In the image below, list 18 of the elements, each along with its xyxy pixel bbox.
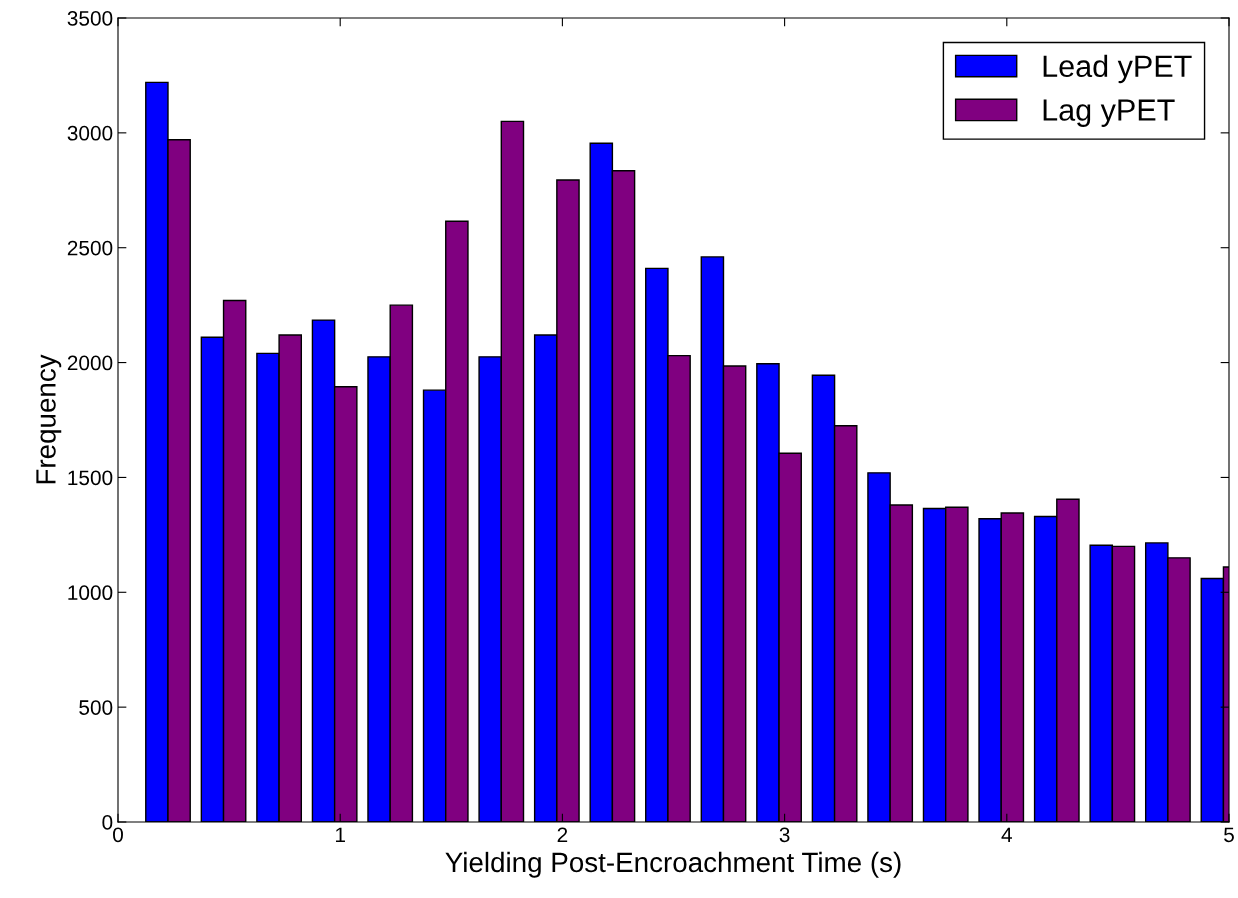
y-tick-label: 3000	[67, 125, 113, 141]
y-tick-label: 0	[102, 815, 113, 830]
legend-label: Lag yPET	[1043, 99, 1175, 127]
y-tick-label: 2500	[67, 240, 113, 256]
x-tick-label: 3	[779, 827, 790, 843]
x-tick-label: 2	[557, 827, 568, 842]
legend-label: Lead yPET	[1043, 54, 1192, 84]
y-tick-label: 500	[79, 700, 113, 715]
y-tick-label: 2000	[67, 355, 113, 371]
x-tick-label: 0	[113, 827, 123, 843]
y-axis-title: Frequency	[36, 354, 62, 484]
x-tick-label: 5	[1224, 827, 1234, 843]
y-tick-label: 3500	[67, 11, 113, 26]
y-tick-label: 1000	[68, 585, 113, 601]
x-axis-title: Yielding Post-Encroachment Time (s)	[445, 851, 901, 878]
x-tick-label: 4	[1001, 827, 1012, 842]
x-tick-label: 1	[336, 827, 345, 842]
y-tick-label: 1500	[68, 470, 113, 486]
